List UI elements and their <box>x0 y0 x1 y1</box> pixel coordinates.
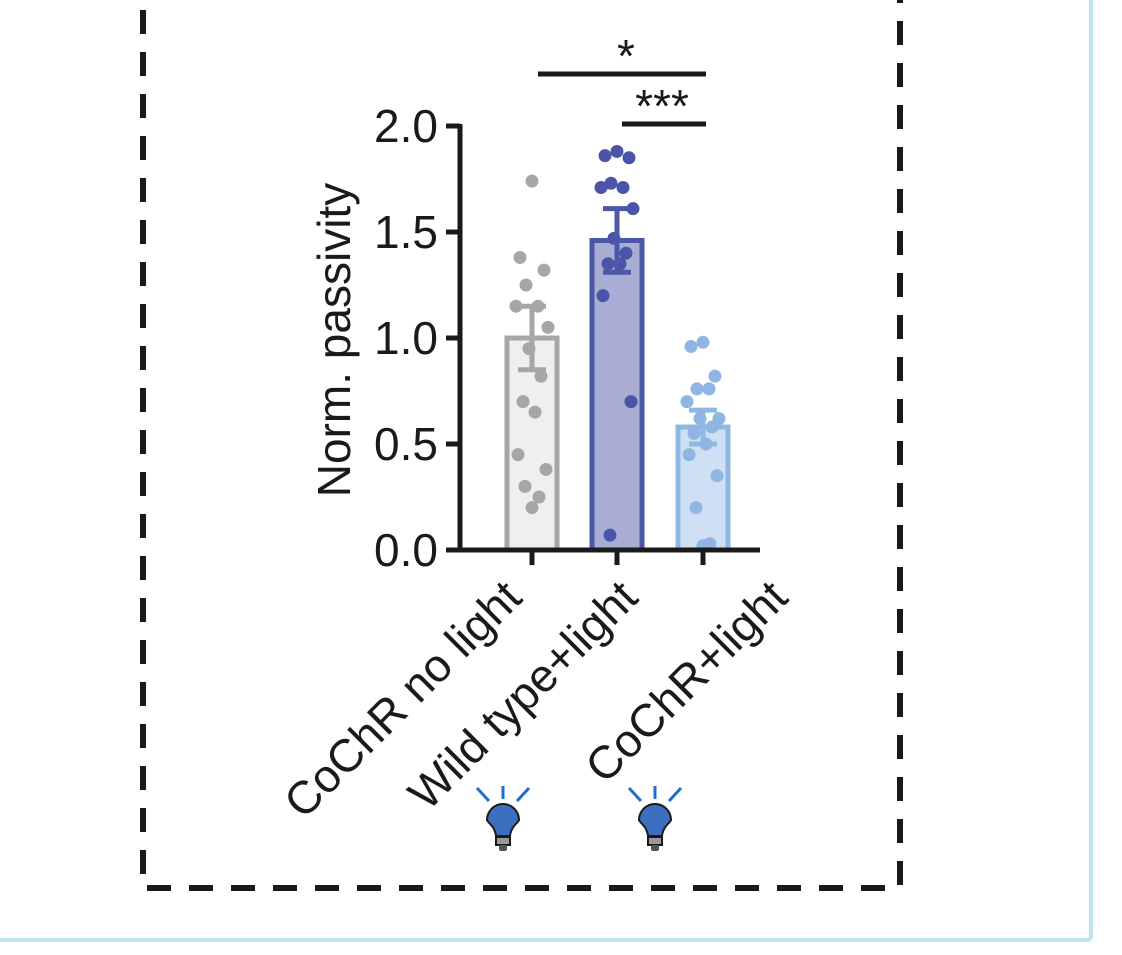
data-point <box>622 151 636 165</box>
light-ray <box>475 786 491 803</box>
data-point <box>525 501 539 515</box>
error-bar-3 <box>689 407 717 447</box>
y-axis: 0.0 0.5 1.0 1.5 2.0 <box>374 100 463 576</box>
data-point <box>624 395 638 409</box>
bulb-glass <box>485 803 521 837</box>
data-point <box>539 462 553 476</box>
dots-layer <box>509 144 726 553</box>
data-point <box>619 246 633 260</box>
y-tick-label: 2.0 <box>374 100 438 152</box>
light-ray <box>627 786 643 803</box>
data-point <box>532 490 546 504</box>
data-point <box>696 335 710 349</box>
data-point <box>705 420 719 434</box>
data-point <box>682 448 696 462</box>
light-icons <box>475 786 683 851</box>
data-point <box>702 382 716 396</box>
data-point <box>690 382 704 396</box>
data-point <box>596 289 610 303</box>
error-bar-2 <box>603 206 631 275</box>
lightbulb-icon <box>475 786 531 851</box>
significance-label: *** <box>635 80 689 132</box>
data-point <box>710 469 724 483</box>
error-bar-1 <box>518 303 546 373</box>
bulb-tip <box>651 845 659 851</box>
data-point <box>684 339 698 353</box>
significance-label: * <box>617 30 635 82</box>
data-point <box>537 263 551 277</box>
data-point <box>511 448 525 462</box>
data-point <box>518 479 532 493</box>
data-point <box>626 202 640 216</box>
y-tick-label: 0.5 <box>374 418 438 470</box>
data-point <box>513 250 527 264</box>
data-point <box>610 144 624 158</box>
error-bars-layer <box>518 206 717 447</box>
data-point <box>519 278 533 292</box>
bulb-base <box>647 836 663 846</box>
panel-frame <box>0 0 1093 942</box>
lightbulb-icon <box>627 786 683 851</box>
bar-2 <box>589 237 645 553</box>
data-point <box>603 528 617 542</box>
data-point <box>687 426 701 440</box>
data-point <box>598 149 612 163</box>
data-point <box>516 395 530 409</box>
dashed-frame <box>140 0 903 891</box>
bulb-glass <box>637 803 673 837</box>
data-point <box>680 395 694 409</box>
data-point <box>528 405 542 419</box>
light-ray <box>515 786 531 803</box>
data-point <box>541 320 555 334</box>
bulb-tip <box>499 845 507 851</box>
data-point <box>689 501 703 515</box>
x-axis <box>460 547 760 565</box>
y-tick-label: 1.5 <box>374 206 438 258</box>
data-point <box>509 299 523 313</box>
light-ray <box>667 786 683 803</box>
y-tick-label: 0.0 <box>374 524 438 576</box>
data-point <box>708 369 722 383</box>
data-point <box>594 180 608 194</box>
bulb-base <box>495 836 511 846</box>
data-point <box>534 369 548 383</box>
data-point <box>601 257 615 271</box>
data-point <box>604 176 618 190</box>
y-axis-label: Norm. passivity <box>308 183 360 497</box>
significance-layer: **** <box>538 30 706 132</box>
data-point <box>525 174 539 188</box>
y-tick-label: 1.0 <box>374 312 438 364</box>
data-point <box>616 180 630 194</box>
